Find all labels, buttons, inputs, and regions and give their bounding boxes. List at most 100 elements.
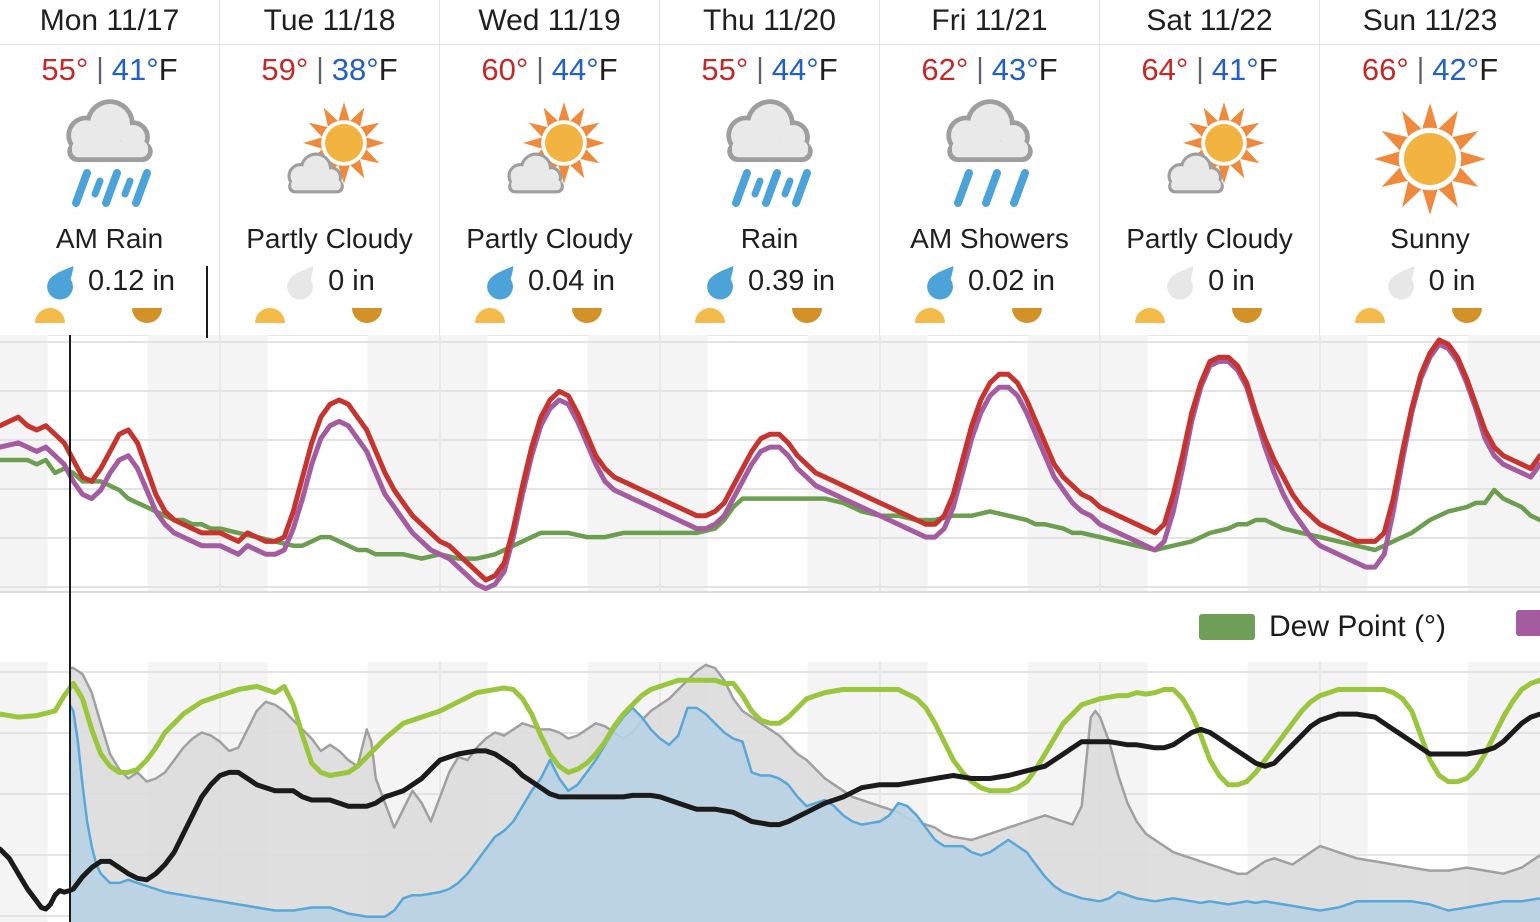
low-temp: 41° bbox=[1211, 51, 1259, 87]
day-column-mon[interactable]: Mon 11/17 55° | 41° F AM Rain 0.12 in bbox=[0, 0, 220, 335]
temp-unit: F bbox=[1038, 51, 1058, 87]
temp-unit: F bbox=[1258, 51, 1278, 87]
sun-markers bbox=[880, 303, 1099, 335]
temp-unit: F bbox=[1479, 51, 1499, 87]
day-temps: 59° | 38° F bbox=[220, 44, 439, 95]
sunrise-icon bbox=[1135, 308, 1165, 323]
legend-item-feels-like-cut bbox=[1516, 610, 1540, 636]
temp-separator: | bbox=[536, 53, 544, 85]
high-temp: 66° bbox=[1361, 51, 1409, 87]
low-temp: 44° bbox=[551, 51, 599, 87]
day-name: Fri 11/21 bbox=[931, 4, 1048, 37]
raindrop-icon bbox=[704, 264, 736, 300]
high-temp: 64° bbox=[1141, 51, 1189, 87]
raindrop-icon bbox=[1164, 264, 1196, 300]
temp-separator: | bbox=[756, 53, 764, 85]
day-name: Wed 11/19 bbox=[478, 4, 621, 37]
sunrise-icon bbox=[1355, 308, 1385, 323]
day-column-wed[interactable]: Wed 11/19 60° | 44° F Partly Cloudy 0.04… bbox=[440, 0, 660, 335]
raindrop-icon bbox=[484, 264, 516, 300]
condition-text: Partly Cloudy bbox=[466, 223, 633, 254]
sunrise-icon bbox=[475, 308, 505, 323]
day-temps: 64° | 41° F bbox=[1100, 44, 1319, 95]
high-temp: 55° bbox=[701, 51, 749, 87]
precip-amount: 0.02 in bbox=[967, 265, 1056, 297]
condition-text: AM Showers bbox=[910, 223, 1069, 254]
weather-icon bbox=[440, 95, 659, 223]
day-name: Tue 11/18 bbox=[263, 4, 396, 37]
weather-icon bbox=[0, 95, 219, 223]
condition-text: Partly Cloudy bbox=[246, 223, 413, 254]
sunset-icon bbox=[1012, 308, 1042, 323]
precip-row: 0.12 in bbox=[0, 260, 219, 303]
now-indicator-line bbox=[69, 335, 71, 922]
condition-text: Sunny bbox=[1390, 223, 1470, 254]
high-temp: 55° bbox=[41, 51, 89, 87]
precip-row: 0 in bbox=[1320, 260, 1540, 303]
sun-markers bbox=[1100, 303, 1319, 335]
day-column-thu[interactable]: Thu 11/20 55° | 44° F Rain 0.39 in bbox=[660, 0, 880, 335]
precip-amount: 0 in bbox=[328, 265, 375, 297]
precip-amount: 0.04 in bbox=[527, 265, 616, 297]
day-name: Mon 11/17 bbox=[39, 4, 180, 37]
temp-separator: | bbox=[976, 53, 984, 85]
condition-text: Rain bbox=[740, 223, 799, 254]
sunrise-icon bbox=[35, 308, 65, 323]
precip-row: 0 in bbox=[1100, 260, 1319, 303]
sunrise-icon bbox=[915, 308, 945, 323]
sunset-icon bbox=[792, 308, 822, 323]
high-temp: 60° bbox=[481, 51, 529, 87]
chart-divider bbox=[0, 335, 1540, 336]
weather-icon bbox=[220, 95, 439, 223]
low-temp: 41° bbox=[111, 51, 159, 87]
precip-amount: 0.12 in bbox=[87, 265, 176, 297]
weather-icon bbox=[660, 95, 879, 223]
weather-icon bbox=[880, 95, 1099, 223]
weather-icon bbox=[1100, 95, 1319, 223]
low-temp: 43° bbox=[991, 51, 1039, 87]
sun-markers bbox=[1320, 303, 1540, 335]
temp-unit: F bbox=[378, 51, 398, 87]
temp-separator: | bbox=[316, 53, 324, 85]
weather-icon bbox=[1320, 95, 1540, 223]
temperature-chart[interactable] bbox=[0, 335, 1540, 593]
temp-unit: F bbox=[158, 51, 178, 87]
sun-markers bbox=[0, 303, 219, 335]
precip-row: 0 in bbox=[220, 260, 439, 303]
day-column-sat[interactable]: Sat 11/22 64° | 41° F Partly Cloudy 0 in bbox=[1100, 0, 1320, 335]
low-temp: 44° bbox=[771, 51, 819, 87]
sun-markers bbox=[440, 303, 659, 335]
header-divider bbox=[0, 44, 1540, 45]
condition-text: Partly Cloudy bbox=[1126, 223, 1293, 254]
day-temps: 55° | 44° F bbox=[660, 44, 879, 95]
raindrop-icon bbox=[1385, 264, 1417, 300]
day-temps: 62° | 43° F bbox=[880, 44, 1099, 95]
sun-markers bbox=[220, 303, 439, 335]
now-indicator-header bbox=[206, 266, 208, 338]
precip-amount: 0 in bbox=[1208, 265, 1255, 297]
legend-item-dew-point: Dew Point (°) bbox=[1199, 610, 1446, 644]
low-temp: 38° bbox=[331, 51, 379, 87]
temp-separator: | bbox=[1416, 53, 1425, 85]
day-name: Sat 11/22 bbox=[1146, 4, 1273, 37]
sunset-icon bbox=[132, 308, 162, 323]
raindrop-icon bbox=[284, 264, 316, 300]
day-column-fri[interactable]: Fri 11/21 62° | 43° F AM Showers 0.02 in bbox=[880, 0, 1100, 335]
high-temp: 59° bbox=[261, 51, 309, 87]
sunset-icon bbox=[352, 308, 382, 323]
dew-point-label: Dew Point (°) bbox=[1269, 610, 1447, 643]
day-temps: 66° | 42° F bbox=[1320, 44, 1540, 95]
raindrop-icon bbox=[924, 264, 956, 300]
day-temps: 60° | 44° F bbox=[440, 44, 659, 95]
conditions-chart[interactable] bbox=[0, 662, 1540, 922]
precip-row: 0.04 in bbox=[440, 260, 659, 303]
precip-row: 0.39 in bbox=[660, 260, 879, 303]
feels-like-swatch bbox=[1516, 610, 1540, 636]
high-temp: 62° bbox=[921, 51, 969, 87]
low-temp: 42° bbox=[1432, 51, 1480, 87]
daily-forecast-header: Mon 11/17 55° | 41° F AM Rain 0.12 in Tu… bbox=[0, 0, 1540, 335]
day-column-tue[interactable]: Tue 11/18 59° | 38° F Partly Cloudy 0 in bbox=[220, 0, 440, 335]
dew-point-swatch bbox=[1199, 614, 1255, 640]
day-column-sun[interactable]: Sun 11/23 66° | 42° F Sunny 0 in bbox=[1320, 0, 1540, 335]
